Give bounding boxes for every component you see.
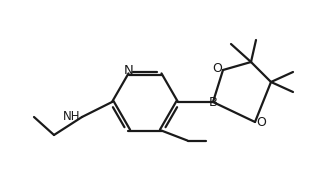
Text: O: O (256, 116, 266, 130)
Text: N: N (124, 64, 133, 77)
Text: NH: NH (62, 111, 80, 124)
Text: B: B (208, 96, 218, 108)
Text: O: O (212, 62, 222, 74)
